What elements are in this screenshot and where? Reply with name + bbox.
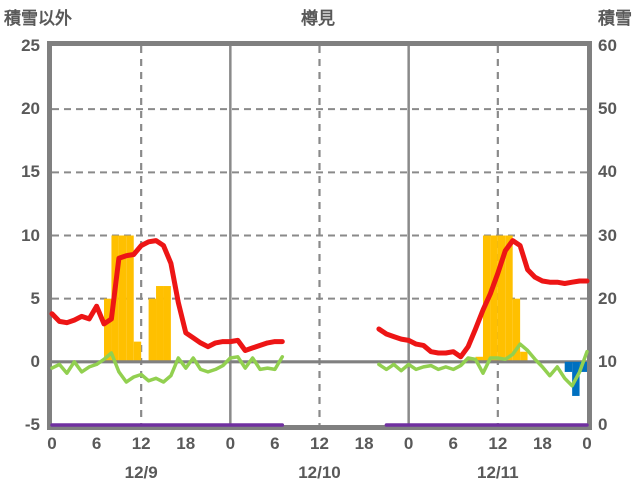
x-axis-tick: 6 <box>448 434 458 453</box>
orange-bars-bar <box>104 298 112 362</box>
green-line <box>50 342 589 388</box>
left-axis-tick: 5 <box>30 288 40 308</box>
date-label: 12/10 <box>298 463 341 482</box>
right-axis-tick: 50 <box>598 99 617 119</box>
x-axis-tick: 0 <box>582 434 592 453</box>
date-label: 12/9 <box>124 463 158 482</box>
left-axis-tick: 0 <box>30 351 40 371</box>
orange-bars-bar <box>118 235 127 362</box>
right-axis-tick: 60 <box>598 36 617 55</box>
x-axis-tick: 0 <box>403 434 414 453</box>
orange-bars-bar <box>163 286 171 362</box>
blue-bars-bar <box>564 361 573 372</box>
x-axis-tick: 18 <box>532 434 552 453</box>
right-axis-tick: 0 <box>598 415 608 434</box>
x-axis-tick: 18 <box>176 434 196 453</box>
left-axis-tick: 25 <box>21 36 40 55</box>
right-axis-tick: 40 <box>598 162 617 182</box>
left-axis-tick: -5 <box>24 415 40 434</box>
plot-frame <box>47 41 592 430</box>
plot-svg <box>49 46 590 427</box>
chart-title: 樽見 <box>301 9 335 28</box>
orange-bars-bar <box>148 298 157 362</box>
date-label: 12/11 <box>477 463 519 482</box>
left-axis-tick: 20 <box>21 99 40 119</box>
orange-bars-bar <box>520 351 528 362</box>
x-axis-tick: 12 <box>310 434 329 453</box>
orange-bars-bar <box>156 286 164 362</box>
left-axis-title: 積雪以外 <box>4 9 72 28</box>
x-axis-tick: 12 <box>131 434 151 453</box>
right-axis-tick: 30 <box>598 225 617 245</box>
x-axis-tick: 0 <box>47 434 57 453</box>
red-line <box>49 238 590 360</box>
orange-bars-bar <box>133 341 142 362</box>
left-axis-tick: 10 <box>21 225 40 245</box>
x-axis-tick: 12 <box>488 434 508 453</box>
orange-bars-bar <box>126 235 134 362</box>
x-axis-tick: 6 <box>91 434 102 453</box>
right-axis-tick: 10 <box>598 351 617 371</box>
orange-bars-bar <box>497 235 506 362</box>
orange-bars-bar <box>512 298 521 362</box>
orange-bars-bar <box>505 235 513 362</box>
x-axis-tick: 0 <box>225 434 236 453</box>
orange-bars-bar <box>475 356 483 362</box>
right-axis-title: 積雪 <box>598 9 632 28</box>
orange-bars-bar <box>490 235 498 362</box>
right-axis-tick: 20 <box>598 288 617 308</box>
left-axis-tick: 15 <box>21 162 40 182</box>
x-axis-tick: 18 <box>354 434 374 453</box>
x-axis-tick: 6 <box>270 434 280 453</box>
